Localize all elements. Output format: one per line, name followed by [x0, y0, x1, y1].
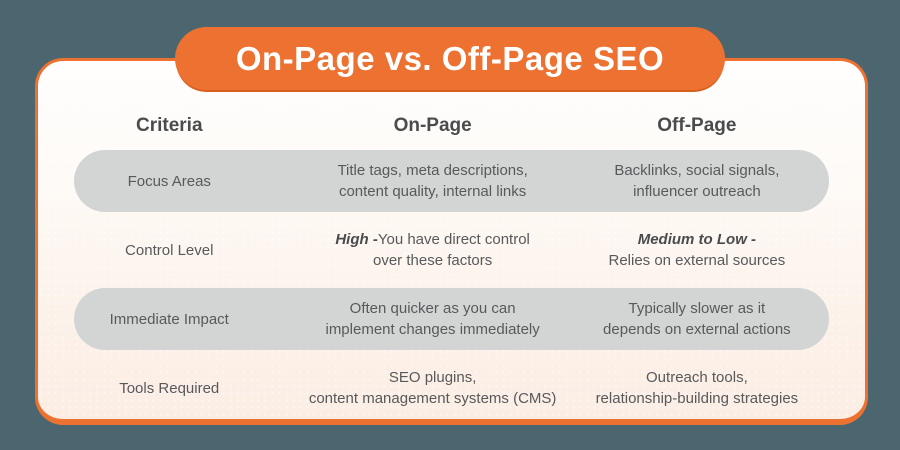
table-header-row: Criteria On-Page Off-Page — [74, 107, 829, 145]
on-page-cell: Title tags, meta descriptions, content qu… — [337, 162, 528, 200]
title-banner: On-Page vs. Off-Page SEO — [175, 27, 725, 90]
table-row-immediate-impact: Immediate Impact Often quicker as you ca… — [74, 288, 829, 350]
on-page-cell: High -You have direct control over these … — [335, 231, 530, 269]
criteria-label: Control Level — [125, 241, 214, 259]
off-page-cell: Backlinks, social signals, influencer out… — [614, 162, 780, 200]
table-row-focus-areas: Focus Areas Title tags, meta description… — [74, 150, 829, 212]
table-body: Focus Areas Title tags, meta description… — [74, 150, 829, 419]
header-off-page: Off-Page — [657, 115, 737, 136]
on-page-cell: Often quicker as you can implement change… — [325, 300, 540, 338]
on-page-cell: SEO plugins, content management systems (… — [308, 369, 557, 407]
criteria-label: Focus Areas — [127, 172, 211, 190]
page-title: On-Page vs. Off-Page SEO — [235, 39, 665, 77]
table-row-control-level: Control Level High -You have direct cont… — [74, 219, 829, 281]
off-page-cell: Typically slower as it depends on externa… — [603, 300, 791, 338]
criteria-label: Immediate Impact — [109, 310, 229, 328]
comparison-card: Criteria On-Page Off-Page Focus Areas Ti… — [35, 58, 868, 425]
header-criteria: Criteria — [135, 115, 203, 136]
off-page-cell: Medium to Low - Relies on external source… — [608, 231, 786, 269]
off-page-cell: Outreach tools, relationship-building str… — [595, 369, 799, 407]
header-on-page: On-Page — [393, 115, 472, 136]
criteria-label: Tools Required — [119, 379, 220, 397]
table-row-tools-required: Tools Required SEO plugins, content manag… — [74, 357, 829, 419]
comparison-table: Criteria On-Page Off-Page Focus Areas Ti… — [38, 107, 865, 419]
